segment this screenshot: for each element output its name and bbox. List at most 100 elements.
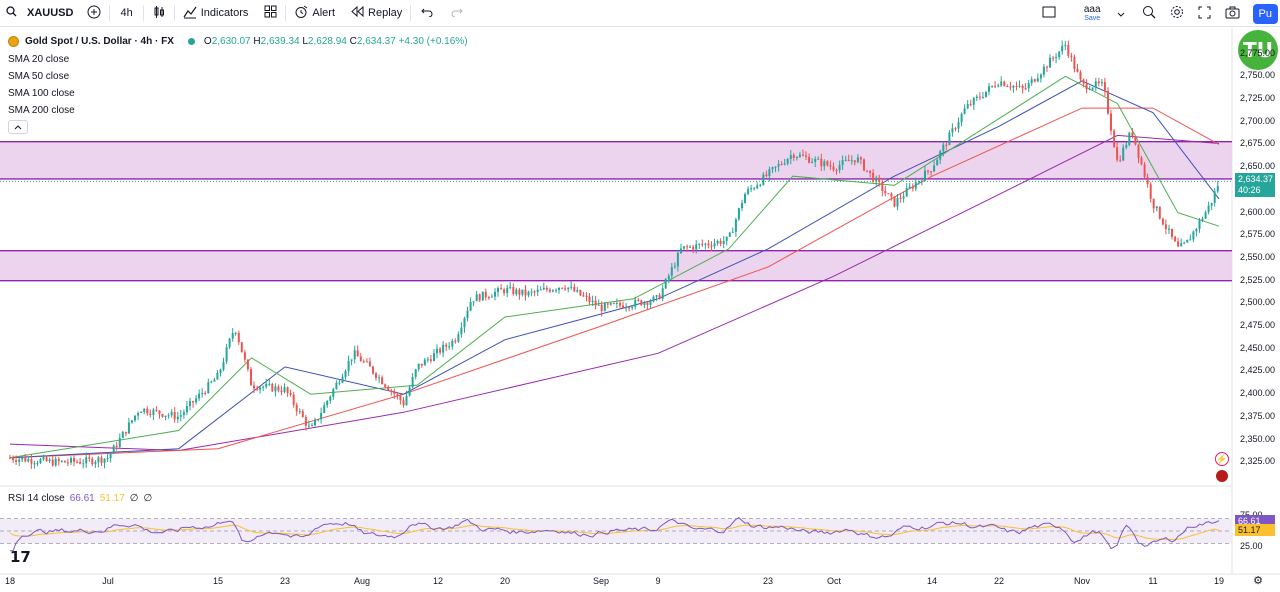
- time-axis-label: 18: [4, 576, 16, 586]
- candle-body-120: [375, 373, 377, 378]
- candle-body-29: [97, 457, 100, 463]
- candle-body-0: [9, 457, 11, 459]
- candle-body-130: [405, 395, 408, 406]
- candle-body-165: [512, 287, 515, 295]
- sma-200-legend[interactable]: SMA 200 close: [8, 105, 75, 116]
- candle-body-346: [1064, 44, 1067, 46]
- chart-type-button[interactable]: [144, 0, 174, 27]
- layout-toggle-button[interactable]: [1028, 0, 1070, 27]
- lightning-icon[interactable]: ⚡: [1215, 452, 1229, 466]
- snapshot-button[interactable]: [1218, 0, 1247, 27]
- candle-body-272: [838, 165, 841, 171]
- indicators-button[interactable]: Indicators: [175, 0, 257, 27]
- candle-body-269: [829, 165, 832, 167]
- candle-body-80: [253, 385, 255, 389]
- candle-body-336: [1033, 79, 1036, 82]
- sma-20-legend[interactable]: SMA 20 close: [8, 54, 70, 65]
- instrument-title[interactable]: Gold Spot / U.S. Dollar · 4h · FX: [25, 35, 174, 47]
- sma-50-line: [9, 80, 1220, 459]
- candle-body-69: [219, 369, 222, 373]
- candle-body-293: [902, 196, 905, 199]
- candle-body-50: [161, 414, 164, 417]
- us-flag-icon[interactable]: [1215, 469, 1229, 483]
- candles-icon: [152, 5, 166, 22]
- candle-body-237: [731, 231, 734, 233]
- candle-body-101: [317, 419, 320, 421]
- candle-body-124: [387, 386, 390, 391]
- chart-canvas[interactable]: [0, 28, 1280, 592]
- candle-body-71: [225, 347, 228, 362]
- grid-icon: [264, 5, 277, 21]
- candle-body-16: [57, 459, 60, 462]
- candle-body-216: [667, 275, 670, 279]
- candle-body-377: [1158, 206, 1161, 219]
- candle-body-46: [149, 413, 152, 415]
- undo-icon: [421, 7, 433, 20]
- candle-body-248: [765, 174, 768, 176]
- symbol-search[interactable]: XAUUSD: [0, 0, 79, 27]
- undo-button[interactable]: [411, 0, 443, 27]
- candle-body-314: [966, 104, 969, 109]
- candle-body-361: [1110, 113, 1112, 131]
- candle-body-244: [753, 188, 756, 190]
- compare-button[interactable]: [79, 0, 109, 27]
- price-axis-label: 2,475.00: [1240, 320, 1276, 331]
- candle-body-38: [124, 431, 127, 434]
- candle-body-139: [433, 353, 435, 361]
- candle-body-13: [48, 459, 51, 461]
- candle-body-177: [548, 289, 551, 292]
- candle-body-375: [1152, 198, 1155, 209]
- candle-body-85: [268, 383, 271, 385]
- fullscreen-button[interactable]: [1191, 0, 1218, 27]
- candle-body-72: [228, 338, 231, 348]
- candle-body-6: [27, 459, 30, 462]
- collapse-legend-button[interactable]: [8, 120, 28, 134]
- templates-button[interactable]: [256, 0, 285, 27]
- candle-body-208: [643, 302, 646, 305]
- sma-50-legend[interactable]: SMA 50 close: [8, 71, 70, 82]
- candle-body-262: [808, 156, 811, 163]
- candle-body-376: [1155, 206, 1158, 209]
- chart-area[interactable]: [0, 28, 1280, 592]
- candle-body-172: [533, 291, 536, 293]
- price-axis-label: 2,725.00: [1240, 93, 1276, 104]
- gear-icon: [1170, 5, 1184, 22]
- candle-body-366: [1125, 144, 1128, 148]
- candle-body-156: [484, 291, 487, 298]
- price-axis-label: 2,775.00: [1240, 47, 1276, 58]
- candle-body-28: [94, 462, 97, 465]
- interval-button[interactable]: 4h: [120, 7, 133, 19]
- gear-small-icon[interactable]: ⚙: [1253, 574, 1263, 587]
- candle-body-318: [978, 96, 981, 98]
- quick-search-button[interactable]: [1135, 0, 1163, 27]
- publish-button[interactable]: Pu: [1252, 3, 1278, 24]
- layout-name[interactable]: aaa Save: [1078, 4, 1107, 23]
- rsi-label[interactable]: RSI 14 close: [8, 493, 65, 504]
- candle-body-388: [1192, 231, 1195, 240]
- candle-body-393: [1207, 205, 1210, 213]
- symbol-label: XAUUSD: [27, 7, 74, 19]
- candle-body-332: [1021, 85, 1024, 89]
- price-axis-label: 2,650.00: [1240, 161, 1276, 172]
- candle-body-309: [951, 128, 954, 133]
- candle-body-171: [530, 291, 533, 293]
- candle-body-342: [1052, 57, 1055, 59]
- candle-body-298: [917, 180, 920, 183]
- redo-button[interactable]: [443, 0, 471, 27]
- settings-button[interactable]: [1163, 0, 1191, 27]
- sma-100-legend[interactable]: SMA 100 close: [8, 88, 75, 99]
- candle-body-114: [356, 350, 359, 357]
- candle-body-220: [680, 248, 682, 253]
- candle-body-370: [1137, 144, 1140, 158]
- replay-button[interactable]: Replay: [343, 0, 410, 27]
- candle-body-251: [774, 166, 777, 168]
- candle-body-5: [24, 457, 27, 462]
- candle-body-119: [372, 366, 374, 374]
- candle-body-266: [820, 158, 823, 167]
- alert-button[interactable]: Alert: [286, 0, 343, 27]
- layout-menu-button[interactable]: [1107, 0, 1135, 27]
- indicators-icon: [183, 5, 197, 22]
- price-axis-label: 2,325.00: [1240, 456, 1276, 467]
- candle-body-158: [490, 296, 493, 298]
- candle-body-52: [167, 415, 170, 417]
